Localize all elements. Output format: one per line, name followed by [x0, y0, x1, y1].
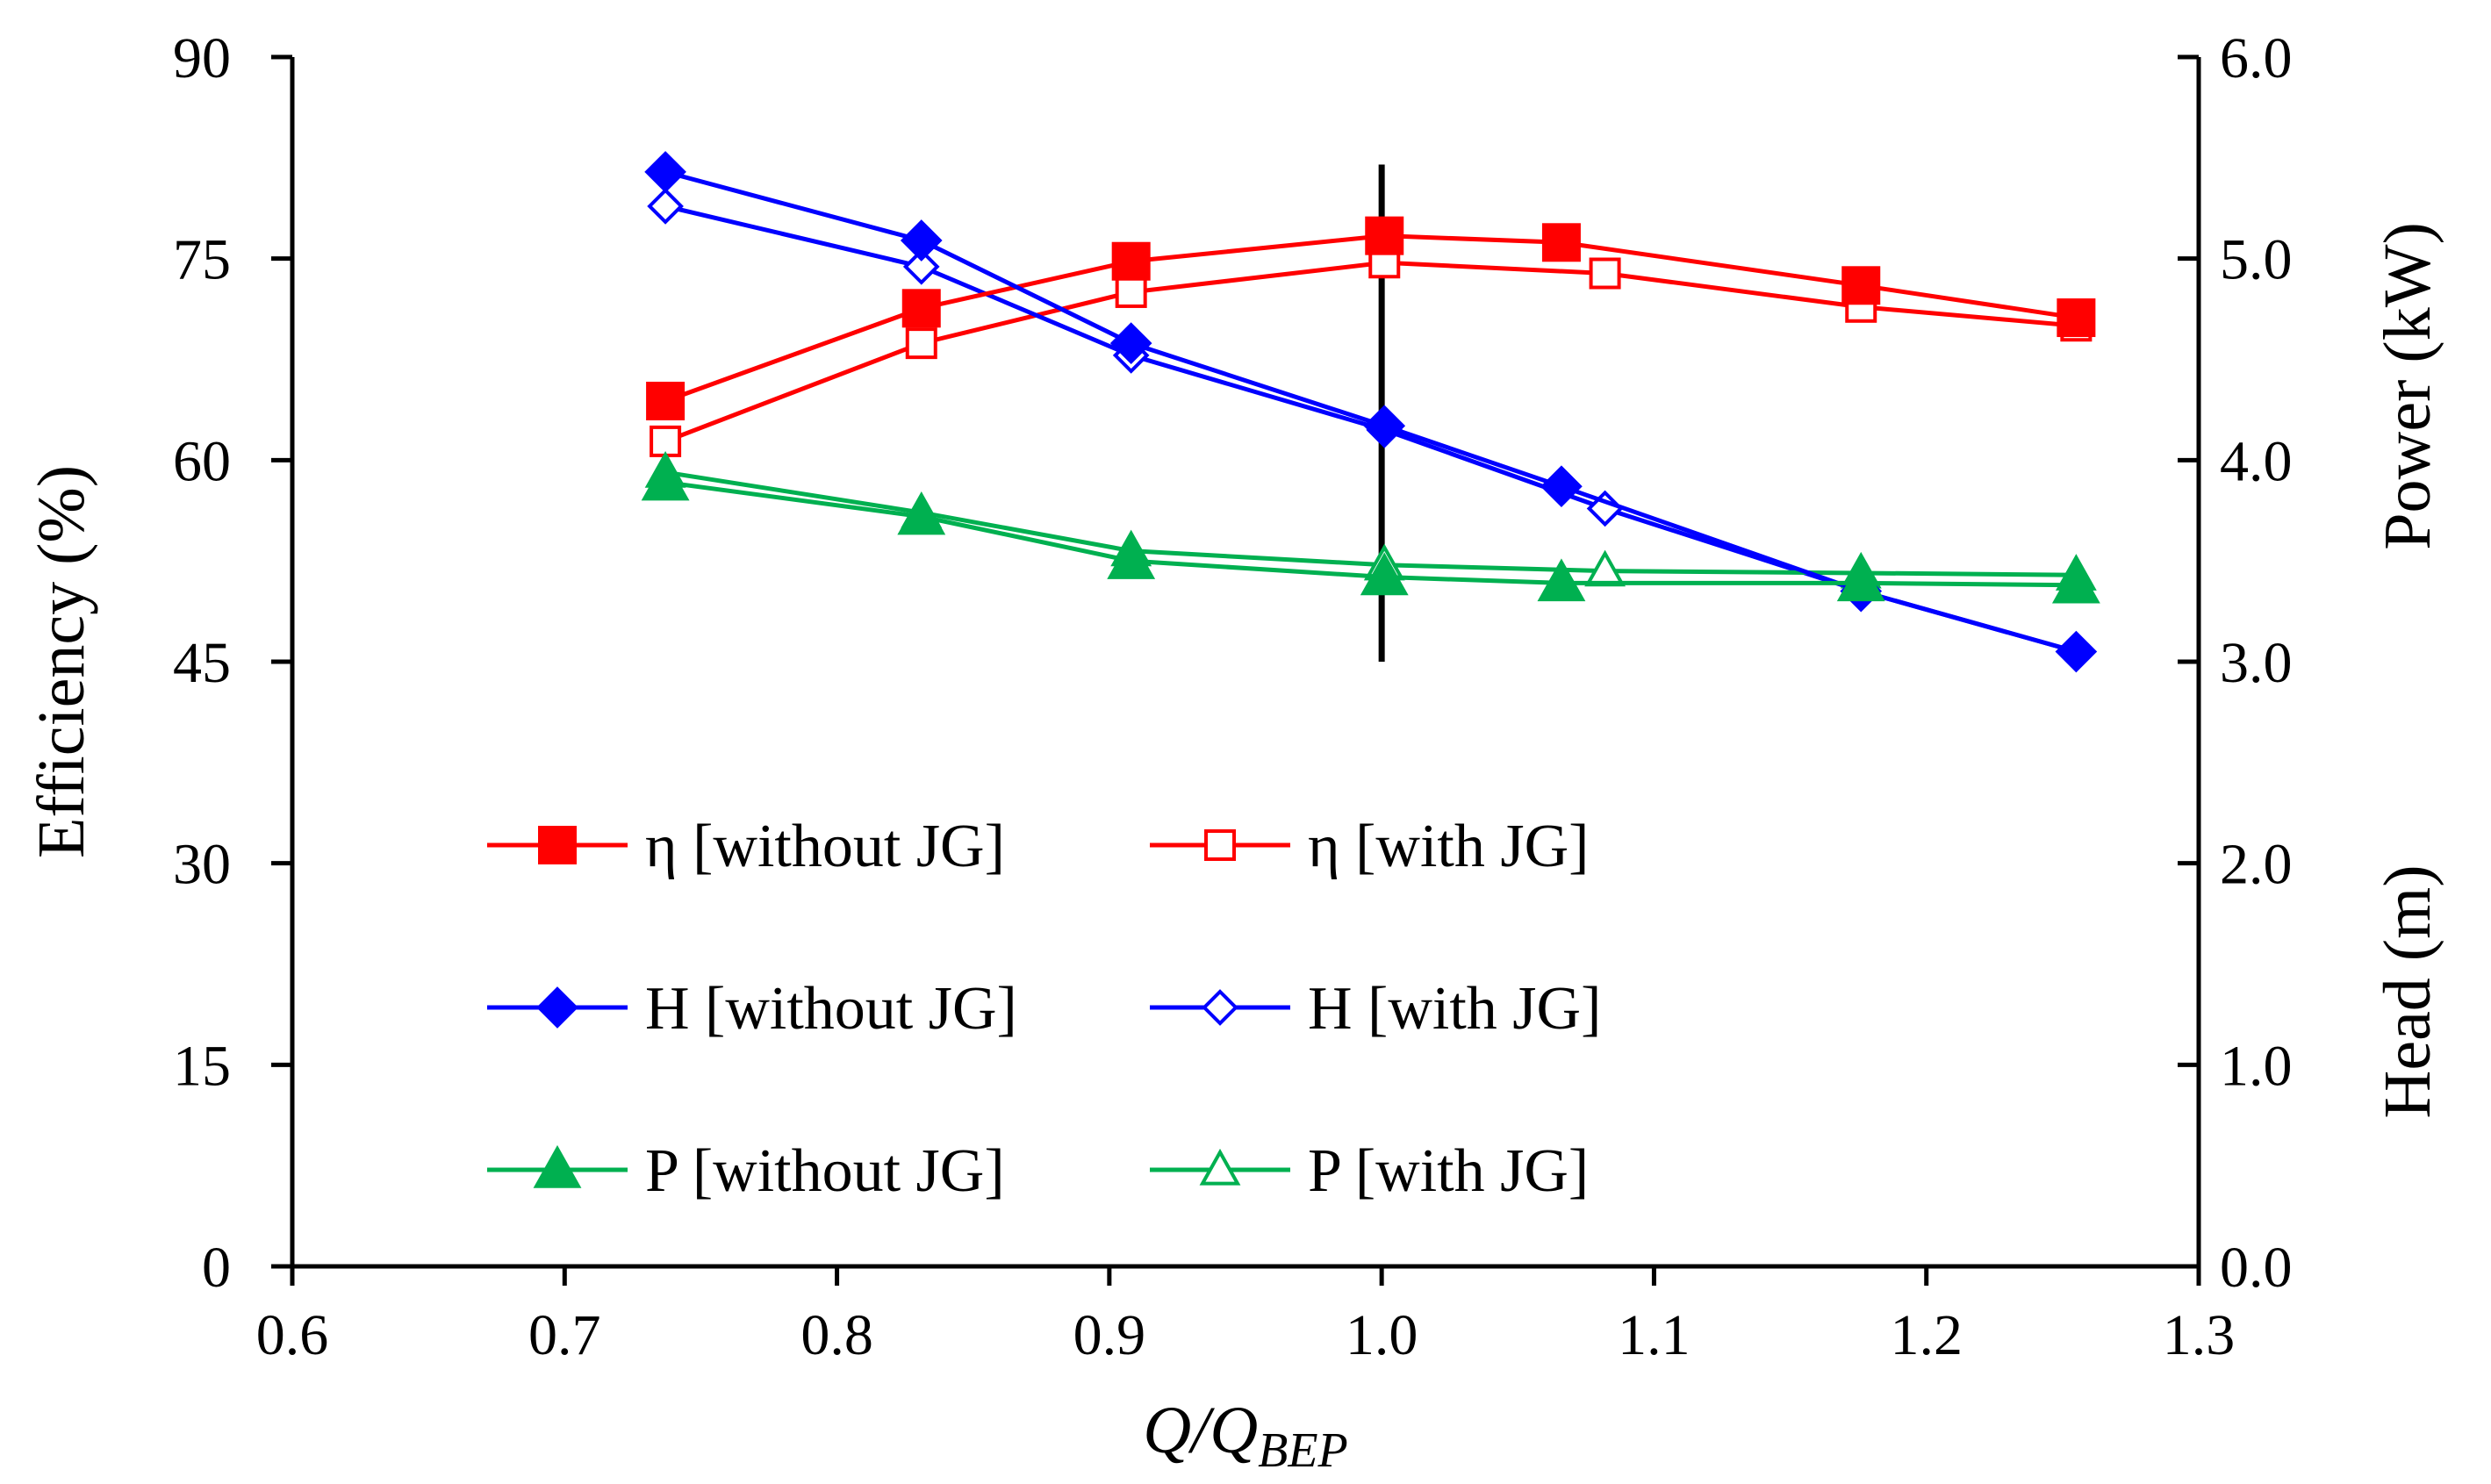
data-point: [1111, 241, 1151, 281]
data-point: [2057, 298, 2096, 338]
data-point: [897, 491, 946, 535]
data-point: [1841, 266, 1881, 305]
y-right-tick-label: 6.0: [2220, 26, 2293, 90]
y-left-tick-label: 75: [173, 228, 231, 292]
x-tick-label: 0.8: [800, 1303, 873, 1367]
legend-entry: η [with JG]: [1150, 813, 1589, 880]
legend-entry: H [without JG]: [487, 975, 1017, 1043]
data-point: [905, 327, 937, 360]
y-left-tick-label: 0: [202, 1236, 231, 1300]
legend-swatch-marker: [536, 986, 578, 1029]
legend-swatch-marker: [538, 826, 577, 864]
data-point: [1540, 465, 1583, 508]
data-point: [2051, 560, 2100, 604]
y-left-tick-label: 30: [173, 833, 231, 897]
x-axis-title: Q/QBEP: [1143, 1394, 1348, 1478]
x-ticks: 0.6 0.7 0.8 0.9 1.0 1.1 1.2 1.3: [256, 1266, 2236, 1367]
legend-entry: η [without JG]: [487, 813, 1005, 880]
y-left-tick-label: 15: [173, 1034, 231, 1098]
x-tick-label: 1.1: [1618, 1303, 1691, 1367]
legend-label: H [without JG]: [645, 975, 1017, 1043]
series-layer: [641, 151, 2100, 673]
data-point: [901, 289, 941, 328]
data-point: [1107, 536, 1156, 579]
y-left-tick-label: 60: [173, 429, 231, 493]
data-point: [1836, 558, 1885, 602]
y-right-axis-title-head: Head (m): [2371, 864, 2444, 1118]
y-left-axis-title: Efficiency (%): [25, 465, 98, 858]
data-point: [641, 457, 690, 501]
series-group: [641, 457, 2100, 604]
x-tick-label: 1.3: [2163, 1303, 2236, 1367]
data-point: [902, 248, 940, 285]
y-right-axis-title-power: Power (kW): [2371, 222, 2444, 550]
legend-label: η [without JG]: [645, 813, 1005, 880]
data-point: [1360, 552, 1409, 596]
legend-entry: P [without JG]: [487, 1137, 1005, 1205]
x-axis-title-subscript: BEP: [1258, 1423, 1348, 1478]
y-right-tick-label: 1.0: [2220, 1034, 2293, 1098]
data-point: [1115, 276, 1147, 308]
legend-label: H [with JG]: [1308, 975, 1601, 1043]
legend-entry: H [with JG]: [1150, 975, 1601, 1043]
x-tick-label: 1.2: [1890, 1303, 1963, 1367]
legend-label: η [with JG]: [1308, 813, 1589, 880]
data-point: [1109, 322, 1152, 364]
data-point: [1537, 558, 1586, 602]
data-point: [644, 151, 686, 193]
y-left-ticks: 0 15 30 45 60 75 90: [173, 26, 292, 1300]
data-point: [900, 219, 943, 262]
legend-swatch-marker: [1202, 989, 1238, 1026]
data-point: [1365, 216, 1404, 255]
y-right-tick-label: 4.0: [2220, 429, 2293, 493]
legend-entry: P [with JG]: [1150, 1137, 1589, 1205]
series-group: [646, 216, 2096, 420]
data-point: [1541, 223, 1581, 262]
y-right-tick-label: 5.0: [2220, 228, 2293, 292]
x-tick-label: 0.7: [528, 1303, 601, 1367]
y-right-tick-label: 3.0: [2220, 631, 2293, 695]
y-right-tick-label: 0.0: [2220, 1236, 2293, 1300]
legend-label: P [without JG]: [645, 1137, 1005, 1205]
series-group: [650, 247, 2093, 457]
x-tick-label: 0.6: [256, 1303, 329, 1367]
data-point: [646, 381, 686, 420]
data-point: [650, 425, 682, 457]
y-right-tick-label: 2.0: [2220, 833, 2293, 897]
legend-swatch-marker: [1199, 1148, 1241, 1186]
axes: [290, 57, 2201, 1269]
data-point: [2055, 630, 2098, 673]
legend-label: P [with JG]: [1308, 1137, 1589, 1205]
x-axis-title-main: Q/Q: [1143, 1394, 1258, 1467]
x-tick-label: 1.0: [1346, 1303, 1418, 1367]
x-tick-label: 0.9: [1073, 1303, 1146, 1367]
y-left-tick-label: 90: [173, 26, 231, 90]
y-right-ticks: 0.0 1.0 2.0 3.0 4.0 5.0 6.0: [2178, 26, 2293, 1300]
legend-swatch-marker: [533, 1144, 582, 1188]
series-group: [644, 451, 2097, 591]
data-point: [647, 188, 684, 225]
legend-swatch-marker: [1204, 829, 1236, 861]
y-left-tick-label: 45: [173, 631, 231, 695]
legend: η [without JG] η [with JG] H [without JG] H…: [487, 813, 1601, 1205]
data-point: [1363, 405, 1406, 448]
data-point: [1589, 257, 1621, 290]
